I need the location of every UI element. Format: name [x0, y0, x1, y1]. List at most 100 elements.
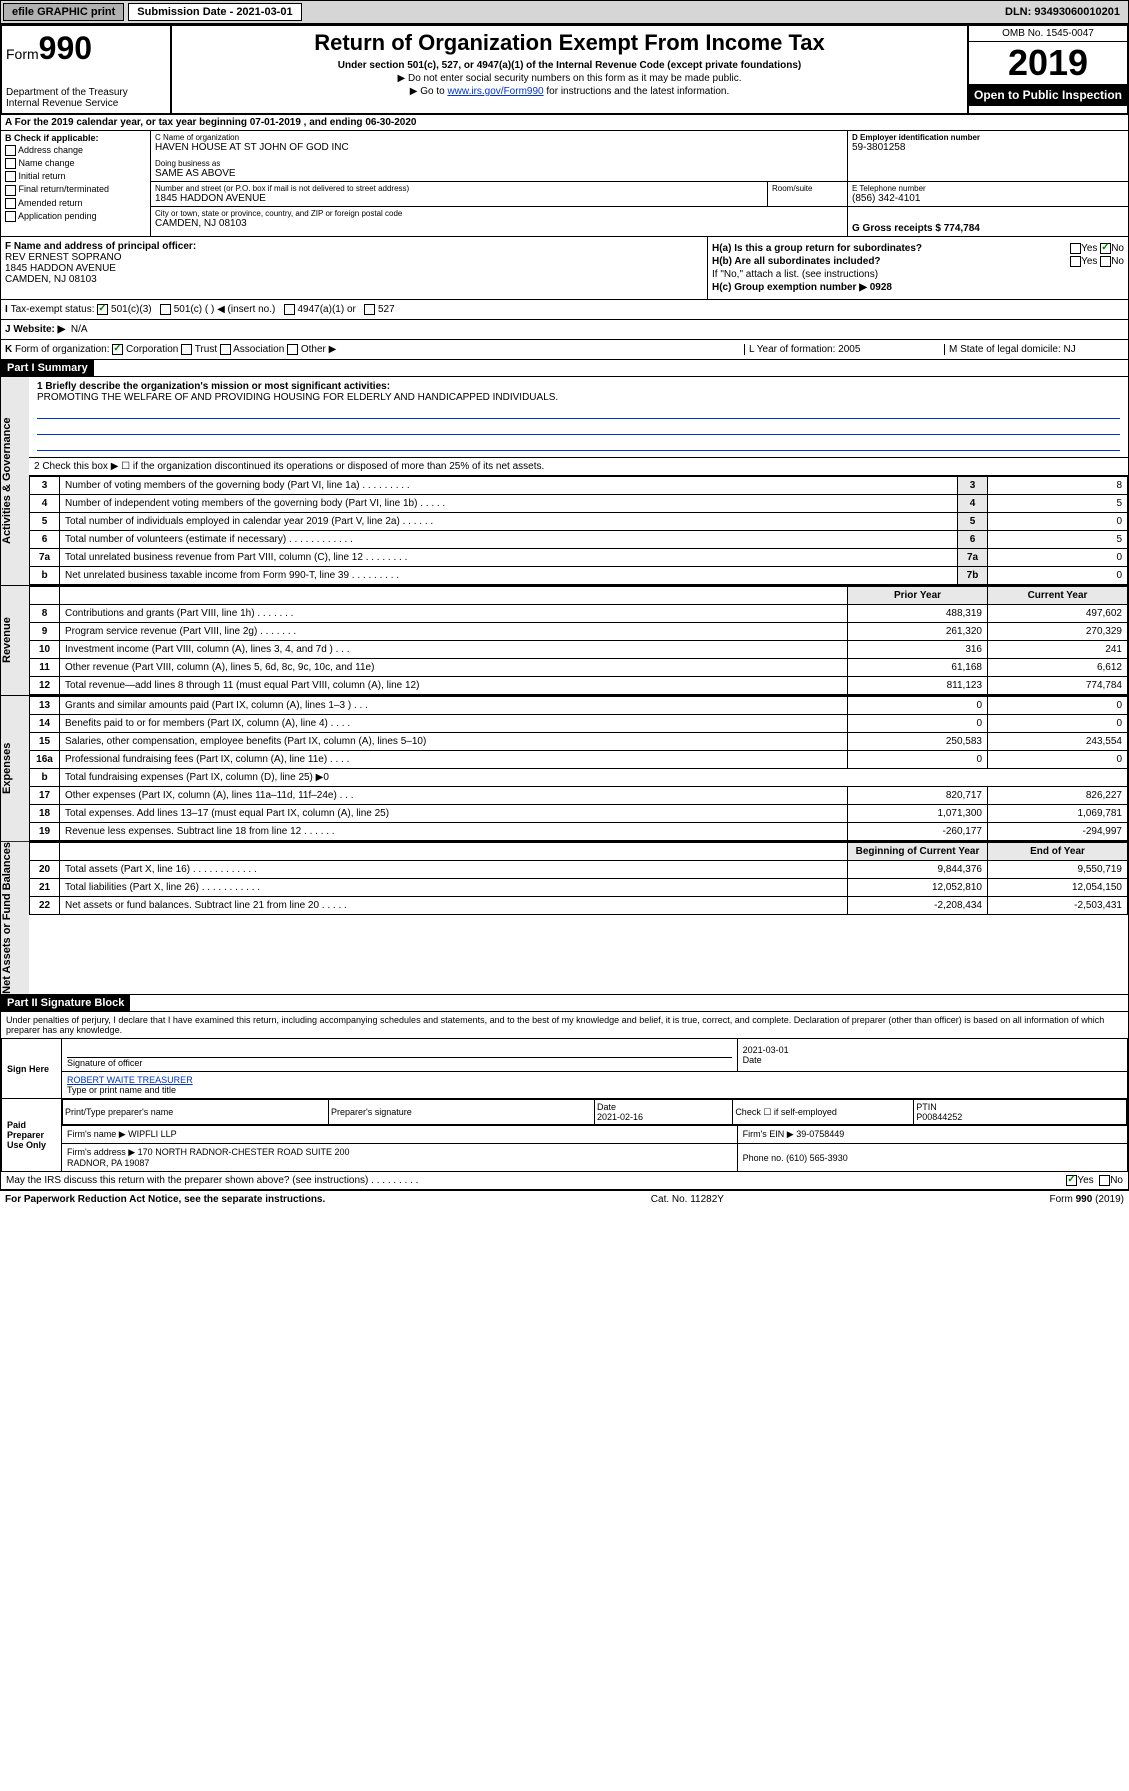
sig-date: 2021-03-01 — [743, 1045, 789, 1055]
hdr-begin: Beginning of Current Year — [848, 843, 988, 861]
website-row: J Website: ▶ N/A — [0, 320, 1129, 340]
line-num: 8 — [30, 605, 60, 623]
firm-phone: (610) 565-3930 — [786, 1153, 848, 1163]
col-b-checkboxes: B Check if applicable: Address change Na… — [1, 131, 151, 236]
tax-year: 2019 — [969, 42, 1127, 84]
chk-application-pending[interactable]: Application pending — [5, 211, 146, 222]
line-num: 5 — [30, 513, 60, 531]
chk-name-change[interactable]: Name change — [5, 158, 146, 169]
line-num: 7a — [30, 549, 60, 567]
line-num: 10 — [30, 641, 60, 659]
prior-val: 0 — [848, 751, 988, 769]
dba-value: SAME AS ABOVE — [155, 168, 843, 179]
open-to-public: Open to Public Inspection — [969, 84, 1127, 106]
line-num: 18 — [30, 805, 60, 823]
line-val: 5 — [988, 531, 1128, 549]
efile-button[interactable]: efile GRAPHIC print — [3, 3, 124, 21]
line-val: 0 — [988, 549, 1128, 567]
line-desc: Revenue less expenses. Subtract line 18 … — [60, 823, 848, 841]
ein-label: D Employer identification number — [852, 133, 1124, 142]
line-desc: Other revenue (Part VIII, column (A), li… — [60, 659, 848, 677]
line-col: 4 — [958, 495, 988, 513]
part1-expenses: Expenses 13Grants and similar amounts pa… — [0, 696, 1129, 842]
ein-value: 59-3801258 — [852, 142, 1124, 153]
prior-val: 0 — [848, 697, 988, 715]
line-num: 11 — [30, 659, 60, 677]
tel-label: E Telephone number — [852, 184, 1124, 193]
current-val: 0 — [988, 715, 1128, 733]
chk-amended-return[interactable]: Amended return — [5, 198, 146, 209]
prior-val: 820,717 — [848, 787, 988, 805]
line-val: 0 — [988, 513, 1128, 531]
line-num: 21 — [30, 879, 60, 897]
line1-label: 1 Briefly describe the organization's mi… — [37, 381, 390, 392]
line-num: 19 — [30, 823, 60, 841]
current-val: 1,069,781 — [988, 805, 1128, 823]
current-val: 243,554 — [988, 733, 1128, 751]
line-num: b — [30, 769, 60, 787]
dept-label: Department of the Treasury Internal Reve… — [6, 87, 166, 109]
line-col: 7b — [958, 567, 988, 585]
line-desc: Number of voting members of the governin… — [60, 477, 958, 495]
form-title: Return of Organization Exempt From Incom… — [176, 30, 963, 56]
begin-val: 9,844,376 — [848, 861, 988, 879]
line-col: 6 — [958, 531, 988, 549]
submission-date: Submission Date - 2021-03-01 — [128, 3, 301, 21]
part2-header: Part II Signature Block — [1, 995, 130, 1011]
footer-mid: Cat. No. 11282Y — [651, 1194, 724, 1205]
m-state: M State of legal domicile: NJ — [944, 344, 1124, 355]
officer-addr1: 1845 HADDON AVENUE — [5, 263, 116, 274]
hb-row: H(b) Are all subordinates included? Yes … — [712, 256, 1124, 267]
page-footer: For Paperwork Reduction Act Notice, see … — [0, 1190, 1129, 1208]
officer-name: REV ERNEST SOPRANO — [5, 252, 122, 263]
irs-link[interactable]: www.irs.gov/Form990 — [447, 86, 543, 97]
end-val: 12,054,150 — [988, 879, 1128, 897]
prep-date: 2021-02-16 — [597, 1112, 643, 1122]
prior-val: -260,177 — [848, 823, 988, 841]
line-num: 16a — [30, 751, 60, 769]
tax-exempt-row: I Tax-exempt status: 501(c)(3) 501(c) ( … — [0, 300, 1129, 320]
officer-name-link[interactable]: ROBERT WAITE TREASURER — [67, 1075, 193, 1085]
begin-val: 12,052,810 — [848, 879, 988, 897]
check-self-employed[interactable]: Check ☐ if self-employed — [733, 1100, 914, 1125]
line-num: 4 — [30, 495, 60, 513]
part1-header: Part I Summary — [1, 360, 94, 376]
hdr-prior: Prior Year — [848, 587, 988, 605]
chk-address-change[interactable]: Address change — [5, 145, 146, 156]
line-val: 0 — [988, 567, 1128, 585]
chk-final-return[interactable]: Final return/terminated — [5, 184, 146, 195]
top-bar: efile GRAPHIC print Submission Date - 20… — [0, 0, 1129, 24]
l-year: L Year of formation: 2005 — [744, 344, 944, 355]
fgh-block: F Name and address of principal officer:… — [0, 237, 1129, 300]
city-label: City or town, state or province, country… — [155, 209, 843, 218]
begin-val: -2,208,434 — [848, 897, 988, 915]
line-desc: Net assets or fund balances. Subtract li… — [60, 897, 848, 915]
chk-initial-return[interactable]: Initial return — [5, 171, 146, 182]
line-val: 5 — [988, 495, 1128, 513]
current-val: 0 — [988, 697, 1128, 715]
part1-netassets: Net Assets or Fund Balances Beginning of… — [0, 842, 1129, 995]
prior-val: 250,583 — [848, 733, 988, 751]
line-num: 9 — [30, 623, 60, 641]
officer-addr2: CAMDEN, NJ 08103 — [5, 274, 97, 285]
line-desc: Contributions and grants (Part VIII, lin… — [60, 605, 848, 623]
org-name: HAVEN HOUSE AT ST JOHN OF GOD INC — [155, 142, 843, 153]
part1-governance: Activities & Governance 1 Briefly descri… — [0, 377, 1129, 586]
line-desc: Program service revenue (Part VIII, line… — [60, 623, 848, 641]
current-val: 6,612 — [988, 659, 1128, 677]
mission-text: PROMOTING THE WELFARE OF AND PROVIDING H… — [37, 392, 558, 403]
line-desc: Total number of volunteers (estimate if … — [60, 531, 958, 549]
line-desc: Professional fundraising fees (Part IX, … — [60, 751, 848, 769]
line-num: 14 — [30, 715, 60, 733]
line-desc: Number of independent voting members of … — [60, 495, 958, 513]
website-value: N/A — [71, 324, 88, 335]
line2: 2 Check this box ▶ ☐ if the organization… — [29, 458, 1128, 476]
sig-officer-label: Signature of officer — [67, 1058, 142, 1068]
org-name-label: C Name of organization — [155, 133, 843, 142]
current-val: 270,329 — [988, 623, 1128, 641]
room-label: Room/suite — [772, 184, 843, 193]
tab-governance: Activities & Governance — [1, 377, 29, 585]
prior-val: 61,168 — [848, 659, 988, 677]
chk-501c3[interactable] — [97, 304, 108, 315]
current-val: -294,997 — [988, 823, 1128, 841]
